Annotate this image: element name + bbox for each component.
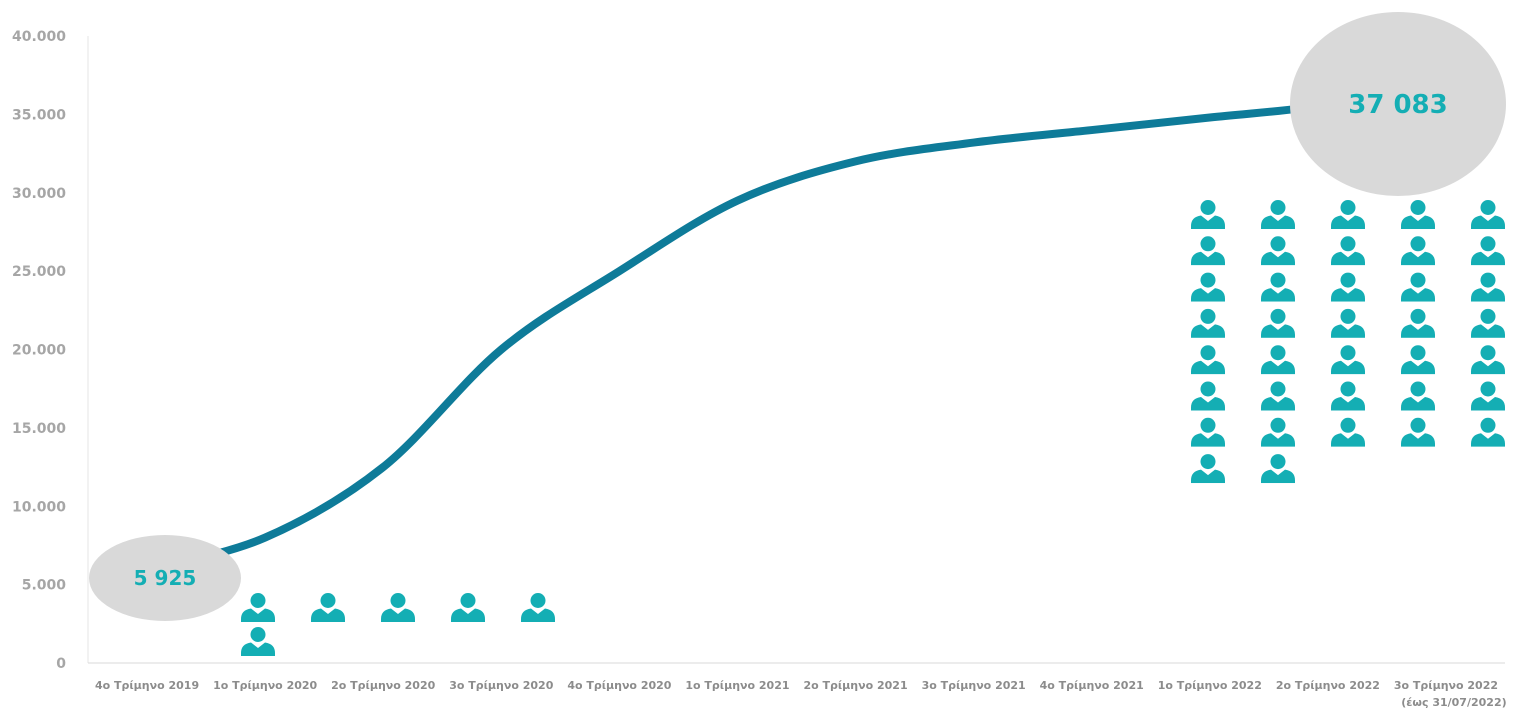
person-icon bbox=[1471, 417, 1505, 447]
y-tick-label: 40.000 bbox=[12, 29, 66, 45]
y-tick-label: 35.000 bbox=[12, 107, 66, 123]
x-tick-label: 3ο Τρίμηνο 2021 bbox=[922, 679, 1026, 692]
person-icon bbox=[1331, 345, 1365, 375]
person-icon bbox=[1261, 381, 1295, 411]
x-axis-ticks: 4ο Τρίμηνο 2019 1ο Τρίμηνο 2020 2ο Τρίμηνο… bbox=[95, 679, 1507, 709]
person-icon bbox=[1191, 381, 1225, 411]
person-icon bbox=[1261, 417, 1295, 447]
callout-bubble bbox=[89, 535, 241, 621]
person-icon bbox=[1191, 454, 1225, 484]
y-tick-label: 10.000 bbox=[12, 499, 66, 515]
person-icon bbox=[1331, 200, 1365, 229]
x-tick-label: 4ο Τρίμηνο 2019 bbox=[95, 679, 199, 692]
person-icon bbox=[1191, 417, 1225, 447]
person-icon bbox=[1471, 236, 1505, 266]
person-icon bbox=[521, 593, 555, 622]
x-tick-label: 1ο Τρίμηνο 2021 bbox=[685, 679, 789, 692]
person-icon bbox=[381, 593, 415, 622]
person-icon bbox=[1191, 345, 1225, 375]
y-tick-label: 5.000 bbox=[22, 578, 67, 594]
person-icon bbox=[1331, 381, 1365, 411]
y-tick-label: 15.000 bbox=[12, 421, 66, 437]
person-icon bbox=[451, 593, 485, 622]
person-icon bbox=[1471, 200, 1505, 229]
y-axis-ticks: 0 5.000 10.000 15.000 20.000 25.000 30.000 35.0… bbox=[12, 29, 66, 672]
person-icon bbox=[1401, 345, 1435, 375]
x-tick-label: 1ο Τρίμηνο 2022 bbox=[1158, 679, 1262, 692]
person-icon bbox=[311, 593, 345, 622]
person-icon bbox=[1191, 308, 1225, 338]
person-icon bbox=[1331, 417, 1365, 447]
x-tick-label: 4ο Τρίμηνο 2021 bbox=[1040, 679, 1144, 692]
x-tick-label: 2ο Τρίμηνο 2022 bbox=[1276, 679, 1380, 692]
person-icon bbox=[1471, 345, 1505, 375]
person-icon bbox=[1471, 272, 1505, 302]
person-icon bbox=[1261, 272, 1295, 302]
x-tick-label: 1ο Τρίμηνο 2020 bbox=[213, 679, 317, 692]
series-line bbox=[143, 77, 1450, 575]
person-icon bbox=[1401, 200, 1435, 229]
callout-bubble bbox=[1290, 12, 1506, 196]
y-tick-label: 25.000 bbox=[12, 264, 66, 280]
person-icon bbox=[1331, 308, 1365, 338]
person-icon bbox=[1401, 381, 1435, 411]
y-tick-label: 20.000 bbox=[12, 343, 66, 359]
value-callouts: 5 925 37 083 bbox=[89, 12, 1506, 621]
person-icon bbox=[241, 593, 275, 622]
person-icon bbox=[241, 627, 275, 656]
x-tick-label: 2ο Τρίμηνο 2020 bbox=[331, 679, 435, 692]
person-icon bbox=[1401, 272, 1435, 302]
person-icon bbox=[1401, 308, 1435, 338]
x-tick-label: 4ο Τρίμηνο 2020 bbox=[567, 679, 671, 692]
person-icon bbox=[1401, 236, 1435, 266]
person-icon bbox=[1191, 272, 1225, 302]
person-icon bbox=[1401, 417, 1435, 447]
y-tick-label: 0 bbox=[56, 656, 66, 672]
callout-value: 37 083 bbox=[1348, 90, 1448, 120]
x-tick-label: 3ο Τρίμηνο 2020 bbox=[449, 679, 553, 692]
person-icon bbox=[1331, 236, 1365, 266]
callout-value: 5 925 bbox=[134, 566, 197, 590]
person-icon bbox=[1261, 454, 1295, 484]
x-tick-label: 2ο Τρίμηνο 2021 bbox=[803, 679, 907, 692]
y-tick-label: 30.000 bbox=[12, 186, 66, 202]
person-icon bbox=[1261, 236, 1295, 266]
person-icon bbox=[1261, 345, 1295, 375]
person-icon bbox=[1261, 200, 1295, 229]
person-icon bbox=[1261, 308, 1295, 338]
person-icon-groups bbox=[241, 200, 1505, 656]
x-tick-label: 3ο Τρίμηνο 2022 bbox=[1394, 679, 1498, 692]
person-icon bbox=[1471, 381, 1505, 411]
x-tick-note: (έως 31/07/2022) bbox=[1401, 696, 1506, 709]
person-icon bbox=[1471, 308, 1505, 338]
person-icon bbox=[1191, 200, 1225, 229]
person-icon bbox=[1331, 272, 1365, 302]
person-icon bbox=[1191, 236, 1225, 266]
